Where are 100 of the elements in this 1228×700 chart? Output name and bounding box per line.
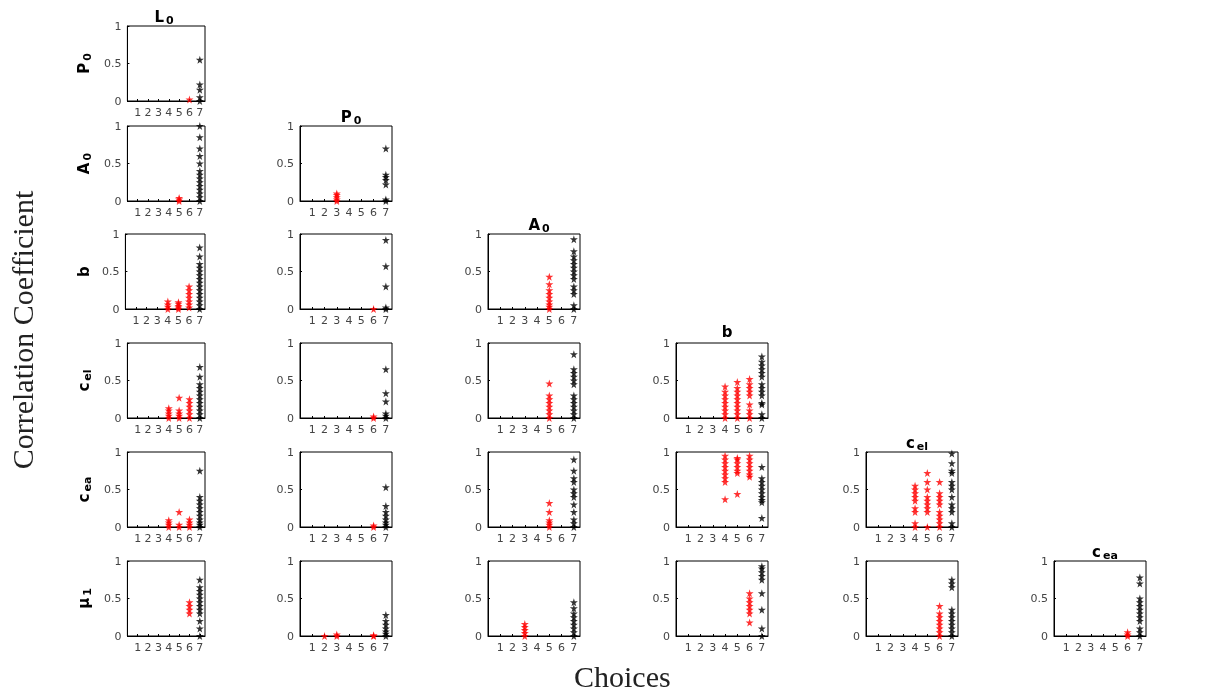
x-tick-label: 6	[370, 206, 378, 219]
x-tick-label: 2	[509, 532, 517, 545]
x-tick-label: 4	[165, 206, 173, 219]
x-tick-label: 6	[746, 641, 754, 654]
x-tick-label: 3	[899, 641, 907, 654]
x-tick-label: 1	[496, 532, 504, 545]
y-tick-label: 1	[114, 19, 122, 33]
x-tick-label: 4	[165, 532, 173, 545]
x-tick-label: 3	[521, 532, 529, 545]
x-tick-label: 7	[196, 641, 204, 654]
x-tick-label: 4	[165, 106, 173, 119]
x-tick-label: 7	[570, 423, 578, 436]
x-tick-label: 4	[345, 532, 353, 545]
x-tick-label: 4	[721, 423, 729, 436]
y-tick-label: 0	[287, 194, 294, 208]
x-tick-label: 6	[746, 532, 754, 545]
x-tick-label: 6	[185, 641, 193, 654]
x-tick-label: 5	[545, 641, 553, 654]
x-tick-label: 3	[333, 532, 341, 545]
y-tick-label: 1	[287, 336, 294, 350]
x-tick-label: 1	[308, 641, 316, 654]
y-tick-label: 0.5	[276, 157, 294, 170]
x-tick-label: 6	[185, 206, 193, 219]
x-tick-label: 3	[709, 532, 717, 545]
x-tick-label: 2	[509, 641, 517, 654]
x-tick-label: 6	[370, 314, 378, 327]
x-tick-label: 2	[887, 641, 895, 654]
y-axis-title: cel	[74, 369, 94, 392]
x-tick-label: 6	[370, 532, 378, 545]
x-tick-label: 6	[370, 423, 378, 436]
x-tick-label: 1	[684, 641, 692, 654]
x-tick-label: 7	[570, 532, 578, 545]
x-tick-label: 3	[521, 641, 529, 654]
x-tick-label: 4	[533, 641, 541, 654]
x-tick-label: 2	[509, 423, 517, 436]
y-tick-label: 0	[663, 629, 670, 643]
x-tick-label: 7	[196, 206, 204, 219]
x-tick-label: 3	[333, 314, 341, 327]
x-tick-label: 3	[154, 641, 162, 654]
x-tick-label: 3	[899, 532, 907, 545]
x-tick-label: 4	[911, 641, 919, 654]
y-tick-label: 0.5	[101, 265, 120, 278]
x-tick-label: 4	[533, 423, 541, 436]
y-tick-label: 0.5	[652, 483, 670, 496]
x-tick-label: 7	[382, 641, 390, 654]
x-tick-label: 5	[175, 641, 183, 654]
x-tick-label: 1	[496, 641, 504, 654]
y-tick-label: 0	[475, 629, 482, 643]
x-tick-label: 1	[496, 423, 504, 436]
y-axis-title: b	[74, 265, 93, 277]
x-tick-label: 2	[144, 106, 152, 119]
x-tick-label: 6	[746, 423, 754, 436]
x-tick-label: 2	[144, 532, 152, 545]
y-tick-label: 1	[663, 445, 670, 459]
x-tick-label: 5	[923, 532, 931, 545]
x-tick-label: 5	[175, 532, 183, 545]
x-tick-label: 1	[1062, 641, 1070, 654]
x-tick-label: 5	[174, 314, 182, 327]
y-tick-label: 1	[112, 227, 120, 241]
y-tick-label: 0	[112, 302, 120, 316]
x-tick-label: 5	[545, 423, 553, 436]
x-tick-label: 2	[144, 206, 152, 219]
x-tick-label: 5	[1111, 641, 1119, 654]
y-tick-label: 1	[853, 554, 860, 568]
y-tick-label: 0.5	[276, 483, 294, 496]
y-tick-label: 0.5	[103, 157, 122, 170]
x-tick-label: 7	[382, 206, 390, 219]
y-tick-label: 1	[663, 336, 670, 350]
y-tick-label: 0	[114, 520, 122, 534]
x-tick-label: 2	[321, 532, 329, 545]
x-tick-label: 2	[144, 641, 152, 654]
y-tick-label: 0	[114, 411, 122, 425]
y-tick-label: 1	[287, 445, 294, 459]
x-tick-label: 1	[874, 641, 882, 654]
x-tick-label: 4	[1099, 641, 1107, 654]
x-tick-label: 7	[196, 423, 204, 436]
y-tick-label: 1	[114, 336, 122, 350]
x-tick-label: 1	[132, 314, 140, 327]
x-tick-label: 1	[134, 423, 142, 436]
x-tick-label: 4	[164, 314, 172, 327]
x-tick-label: 4	[345, 314, 353, 327]
x-tick-label: 2	[321, 641, 329, 654]
x-tick-label: 1	[308, 206, 316, 219]
x-tick-label: 2	[321, 314, 329, 327]
x-tick-label: 5	[733, 423, 741, 436]
x-tick-label: 6	[558, 532, 566, 545]
x-tick-label: 5	[357, 423, 365, 436]
x-tick-label: 7	[948, 641, 956, 654]
x-tick-label: 5	[175, 106, 183, 119]
y-tick-label: 0	[475, 302, 482, 316]
x-tick-label: 2	[509, 314, 517, 327]
y-tick-label: 0	[853, 520, 860, 534]
x-tick-label: 5	[545, 532, 553, 545]
x-tick-label: 7	[196, 314, 204, 327]
x-tick-label: 1	[308, 314, 316, 327]
x-tick-label: 1	[308, 423, 316, 436]
y-tick-label: 0	[287, 629, 294, 643]
x-tick-label: 7	[570, 641, 578, 654]
y-tick-label: 0.5	[464, 592, 482, 605]
y-tick-label: 1	[663, 554, 670, 568]
